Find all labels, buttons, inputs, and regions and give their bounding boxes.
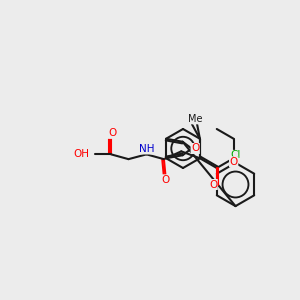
Text: NH: NH [139,144,154,154]
Text: Cl: Cl [230,150,241,161]
Text: OH: OH [73,149,89,159]
Text: Me: Me [188,114,203,124]
Text: O: O [230,157,238,167]
Text: O: O [161,175,169,185]
Text: O: O [209,179,217,190]
Text: O: O [191,143,199,154]
Text: O: O [109,128,117,138]
